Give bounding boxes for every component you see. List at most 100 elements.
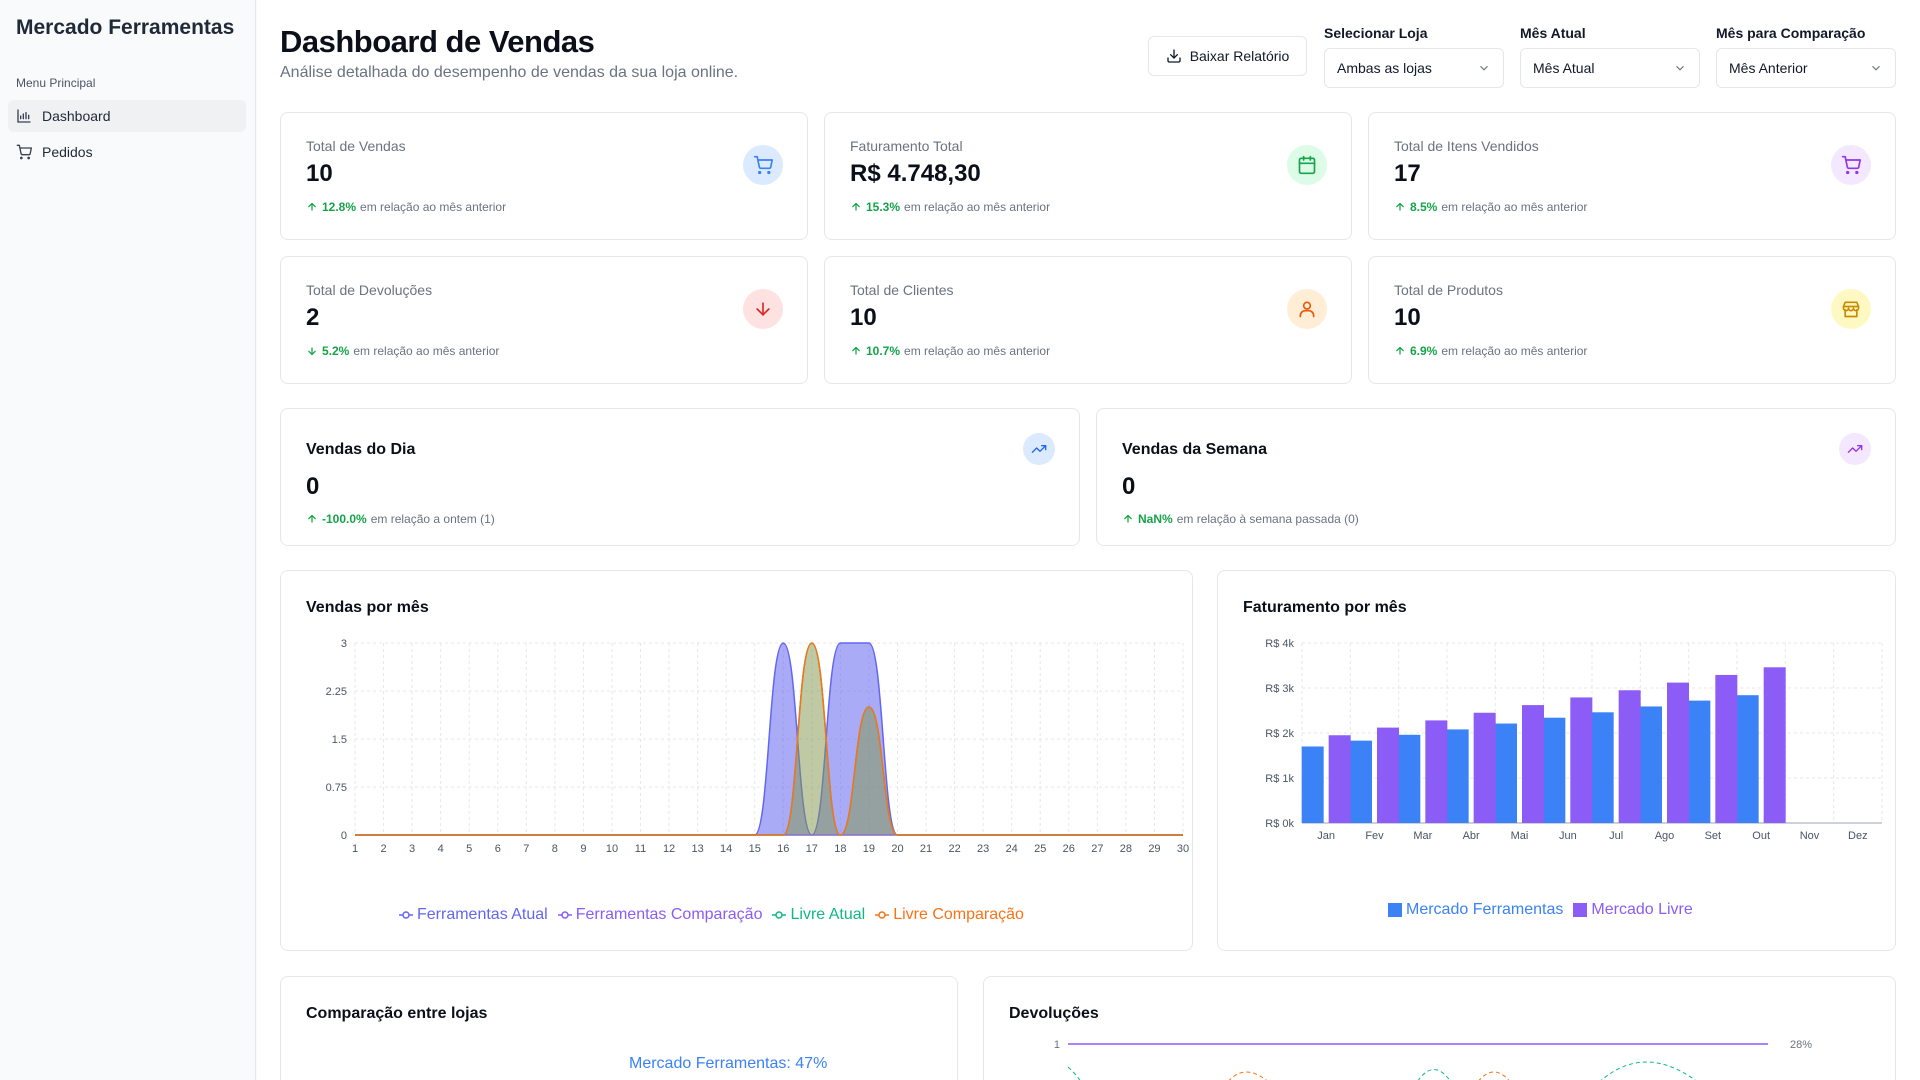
x-tick-label: Dez bbox=[1848, 830, 1868, 842]
arrow-up-icon bbox=[308, 514, 316, 523]
store-select[interactable]: Ambas as lojas bbox=[1324, 48, 1504, 88]
x-tick-label: 10 bbox=[606, 843, 618, 855]
x-tick-label: 2 bbox=[380, 843, 386, 855]
x-tick-label: Out bbox=[1752, 830, 1770, 842]
stat-icon-badge bbox=[1287, 145, 1327, 185]
daily-sales-change: -100.0% em relação a ontem (1) bbox=[306, 512, 495, 526]
month-select-group: Mês Atual Mês Atual bbox=[1520, 25, 1700, 88]
x-tick-label: 19 bbox=[863, 843, 875, 855]
month-select[interactable]: Mês Atual bbox=[1520, 48, 1700, 88]
x-tick-label: 5 bbox=[466, 843, 472, 855]
bar bbox=[1398, 734, 1421, 823]
bar bbox=[1473, 712, 1496, 823]
stat-card-produtos: Total de Produtos 10 6.9% em relação ao … bbox=[1368, 256, 1896, 384]
x-tick-label: Jan bbox=[1317, 830, 1335, 842]
legend-item[interactable]: Ferramentas Comparação bbox=[557, 906, 762, 924]
x-tick-label: 6 bbox=[495, 843, 501, 855]
x-tick-label: 4 bbox=[438, 843, 444, 855]
bar bbox=[1715, 674, 1738, 823]
bar bbox=[1570, 697, 1593, 823]
daily-sales-card: Vendas do Dia 0 -100.0% em relação a ont… bbox=[280, 408, 1080, 546]
legend-item[interactable]: Ferramentas Atual bbox=[399, 906, 548, 924]
legend-item[interactable]: Mercado Ferramentas bbox=[1388, 901, 1563, 919]
bar bbox=[1446, 729, 1469, 823]
download-icon bbox=[1167, 49, 1181, 63]
y-tick-label: R$ 4k bbox=[1265, 638, 1294, 650]
legend-item[interactable]: Livre Atual bbox=[772, 906, 865, 924]
stat-change-suffix: em relação ao mês anterior bbox=[353, 344, 500, 358]
store-comparison-card: Comparação entre lojas Mercado Ferrament… bbox=[280, 976, 958, 1080]
stat-change-pct: 8.5% bbox=[1410, 200, 1438, 214]
compare-select[interactable]: Mês Anterior bbox=[1716, 48, 1896, 88]
stat-card-devolucoes: Total de Devoluções 2 5.2% em relação ao… bbox=[280, 256, 808, 384]
bar bbox=[1350, 740, 1372, 823]
x-tick-label: 30 bbox=[1177, 843, 1189, 855]
arrow-up-icon bbox=[852, 346, 860, 355]
stat-icon-badge bbox=[743, 289, 783, 329]
weekly-icon-badge bbox=[1839, 433, 1871, 465]
month-select-label: Mês Atual bbox=[1520, 25, 1586, 41]
revenue-by-month-card: Faturamento por mês R$ 0k R$ 1k R$ 2k R$ 3k… bbox=[1217, 570, 1896, 951]
stat-label: Total de Produtos bbox=[1394, 282, 1503, 298]
arrow-up-icon bbox=[308, 202, 316, 211]
bar-chart-icon bbox=[17, 109, 31, 123]
legend-item[interactable]: Mercado Livre bbox=[1573, 901, 1693, 919]
store-comparison-label: Mercado Ferramentas: 47% bbox=[629, 1055, 828, 1072]
x-tick-label: 28 bbox=[1120, 843, 1132, 855]
arrow-up-icon bbox=[852, 202, 860, 211]
y-tick-label: R$ 0k bbox=[1265, 818, 1294, 830]
download-report-button[interactable]: Baixar Relatório bbox=[1148, 36, 1307, 76]
legend-label: Ferramentas Atual bbox=[417, 906, 548, 923]
daily-sales-title: Vendas do Dia bbox=[306, 441, 416, 458]
x-tick-label: 13 bbox=[691, 843, 703, 855]
bar bbox=[1640, 706, 1662, 823]
bar bbox=[1688, 700, 1711, 823]
x-tick-label: Jul bbox=[1609, 830, 1623, 842]
download-report-label: Baixar Relatório bbox=[1189, 48, 1290, 64]
cart-icon bbox=[1841, 155, 1861, 175]
x-tick-label: 3 bbox=[409, 843, 415, 855]
x-tick-label: 11 bbox=[635, 843, 646, 855]
weekly-sales-pct: NaN% bbox=[1138, 512, 1173, 526]
store-select-value: Ambas as lojas bbox=[1337, 60, 1432, 76]
x-tick-label: 1 bbox=[352, 843, 358, 855]
x-tick-label: Mai bbox=[1511, 830, 1529, 842]
stat-label: Total de Devoluções bbox=[306, 282, 433, 298]
stat-change-pct: 12.8% bbox=[322, 200, 357, 214]
bar bbox=[1328, 735, 1351, 823]
returns-arc bbox=[1600, 1061, 1696, 1080]
sidebar-item-label: Pedidos bbox=[42, 144, 93, 160]
series-line bbox=[355, 642, 1183, 836]
legend-marker-icon bbox=[875, 911, 890, 919]
revenue-chart-legend: Mercado Ferramentas Mercado Livre bbox=[1388, 901, 1693, 919]
stat-card-faturamento: Faturamento Total R$ 4.748,30 15.3% em r… bbox=[824, 112, 1352, 240]
stat-change-pct: 6.9% bbox=[1410, 344, 1438, 358]
stat-change-pct: 15.3% bbox=[866, 200, 901, 214]
cart-icon bbox=[753, 155, 773, 175]
x-tick-label: 20 bbox=[891, 843, 903, 855]
x-tick-label: 22 bbox=[948, 843, 960, 855]
user-icon bbox=[1299, 301, 1315, 318]
stat-change: 15.3% em relação ao mês anterior bbox=[850, 200, 1050, 214]
sidebar-item-dashboard[interactable]: Dashboard bbox=[8, 100, 246, 132]
weekly-sales-change: NaN% em relação à semana passada (0) bbox=[1122, 512, 1359, 526]
arrow-up-icon bbox=[1124, 514, 1132, 523]
sidebar-item-label: Dashboard bbox=[42, 108, 111, 124]
returns-chart: 1 28% bbox=[1054, 1039, 1812, 1080]
bar bbox=[1763, 667, 1786, 823]
sidebar-item-pedidos[interactable]: Pedidos bbox=[8, 136, 246, 168]
x-tick-label: 23 bbox=[977, 843, 989, 855]
stat-change: 6.9% em relação ao mês anterior bbox=[1394, 344, 1587, 358]
y-tick-label: 3 bbox=[341, 638, 347, 650]
sales-chart-legend: Ferramentas Atual Ferramentas Comparação L… bbox=[399, 906, 1024, 924]
y-tick-label: R$ 3k bbox=[1265, 683, 1294, 695]
sales-chart-title: Vendas por mês bbox=[306, 599, 429, 616]
returns-arc bbox=[1478, 1071, 1510, 1080]
x-tick-label: 21 bbox=[920, 843, 932, 855]
returns-card: Devoluções 1 28% bbox=[983, 976, 1896, 1080]
x-tick-label: 27 bbox=[1091, 843, 1103, 855]
legend-label: Mercado Livre bbox=[1591, 901, 1693, 918]
legend-item[interactable]: Livre Comparação bbox=[875, 906, 1024, 924]
legend-label: Livre Atual bbox=[790, 906, 866, 923]
